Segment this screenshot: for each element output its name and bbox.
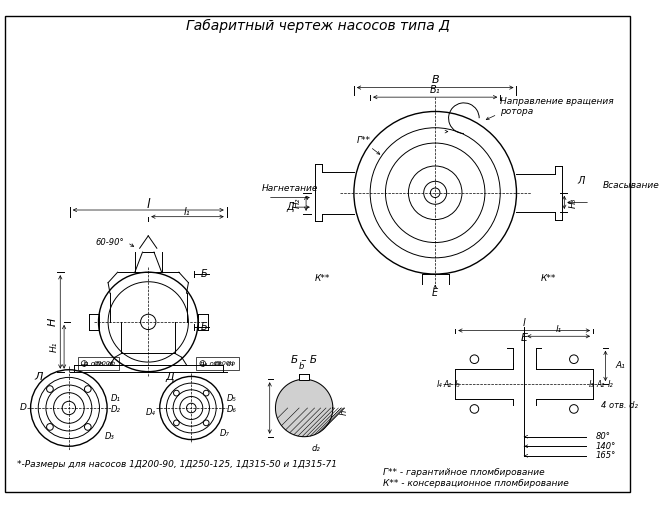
- Text: n₁ отв. d₁: n₁ отв. d₁: [201, 361, 234, 366]
- Text: l₂: l₂: [608, 379, 613, 389]
- Text: H₃: H₃: [568, 197, 578, 208]
- Text: l₃: l₃: [588, 379, 594, 389]
- Text: D₃: D₃: [105, 432, 115, 441]
- Text: D₄: D₄: [146, 408, 156, 417]
- Text: A₂: A₂: [596, 379, 605, 389]
- Text: Направление вращения
ротора: Направление вращения ротора: [500, 97, 614, 116]
- Text: Ø100ф: Ø100ф: [93, 361, 116, 366]
- Text: H₁: H₁: [50, 341, 59, 352]
- Polygon shape: [276, 379, 333, 437]
- Bar: [196, 357, 239, 370]
- Text: Б – Б: Б – Б: [291, 355, 317, 365]
- Bar: [78, 357, 119, 370]
- Text: К**: К**: [540, 274, 556, 283]
- Text: l₄: l₄: [437, 379, 443, 389]
- Text: d₂: d₂: [311, 443, 320, 453]
- Text: 165°: 165°: [596, 451, 616, 460]
- Text: D₆: D₆: [226, 405, 236, 415]
- Text: Б: Б: [201, 269, 207, 279]
- Text: 80°: 80°: [596, 432, 611, 441]
- Text: Д: Д: [166, 372, 175, 383]
- Text: Нагнетание: Нагнетание: [262, 183, 318, 193]
- Text: Л: Л: [577, 176, 584, 186]
- Text: Г** - гарантийное пломбирование: Г** - гарантийное пломбирование: [382, 467, 544, 477]
- Text: l: l: [523, 318, 525, 328]
- Text: 60-90°: 60-90°: [96, 238, 124, 247]
- Text: A₂: A₂: [444, 379, 452, 389]
- Text: E: E: [432, 288, 438, 298]
- Text: Г**: Г**: [357, 136, 371, 145]
- Text: H: H: [48, 318, 58, 326]
- Text: b: b: [299, 362, 304, 371]
- Text: Л: Л: [34, 372, 42, 383]
- Text: l₁: l₁: [556, 325, 562, 334]
- Text: Д: Д: [286, 202, 293, 212]
- Text: E: E: [521, 333, 528, 343]
- Text: A₁: A₁: [615, 361, 625, 370]
- Text: Б: Б: [201, 322, 207, 332]
- Text: h: h: [340, 410, 349, 416]
- Text: B: B: [432, 75, 439, 85]
- Text: К** - консервационное пломбирование: К** - консервационное пломбирование: [382, 479, 568, 488]
- Text: B₁: B₁: [430, 85, 440, 96]
- Text: *-Размеры для насосов 1Д200-90, 1Д250-125, 1Д315-50 и 1Д315-71: *-Размеры для насосов 1Д200-90, 1Д250-12…: [17, 460, 337, 469]
- Text: l₅: l₅: [454, 379, 460, 389]
- Text: l: l: [147, 198, 150, 211]
- Text: Ø100ф: Ø100ф: [214, 361, 236, 366]
- Text: D₂: D₂: [111, 405, 121, 415]
- Text: D₅: D₅: [226, 394, 236, 403]
- Text: H₂: H₂: [293, 198, 302, 208]
- Text: D₇: D₇: [220, 429, 230, 438]
- Text: Всасывание: Всасывание: [602, 181, 659, 189]
- Bar: [299, 373, 309, 380]
- Text: l₁: l₁: [183, 207, 190, 217]
- Text: Габаритный чертеж насосов типа Д: Габаритный чертеж насосов типа Д: [185, 19, 450, 34]
- Text: D: D: [20, 403, 27, 412]
- Text: D₁: D₁: [111, 394, 121, 403]
- Text: К**: К**: [315, 274, 330, 283]
- Text: 4 отв. d₂: 4 отв. d₂: [601, 401, 637, 409]
- Text: n отв. d: n отв. d: [84, 361, 113, 366]
- Text: 140°: 140°: [596, 442, 616, 451]
